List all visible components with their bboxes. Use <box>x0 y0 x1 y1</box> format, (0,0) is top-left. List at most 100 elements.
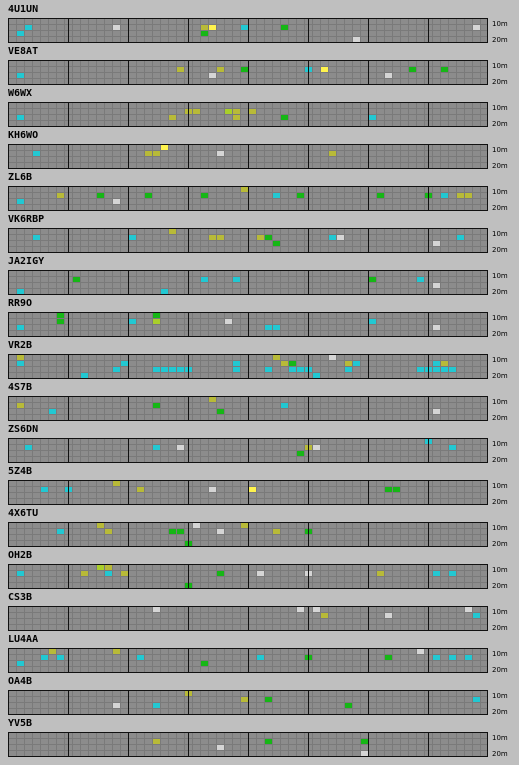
signal-cell <box>217 151 224 156</box>
signal-cell <box>441 361 448 366</box>
signal-cell <box>129 235 136 240</box>
band-label-10m: 10m <box>492 104 508 112</box>
signal-cell <box>241 67 248 72</box>
grid-border <box>8 690 488 715</box>
station-block: RR9O 10m 20m <box>0 298 519 340</box>
signal-cell <box>113 649 120 654</box>
signal-cell <box>161 289 168 294</box>
propagation-grid <box>8 690 488 715</box>
signal-cell <box>433 655 440 660</box>
band-label-20m: 20m <box>492 330 508 338</box>
signal-cell <box>313 373 320 378</box>
band-label-10m: 10m <box>492 356 508 364</box>
propagation-grid-svg <box>8 396 488 421</box>
signal-cell <box>41 655 48 660</box>
propagation-grid <box>8 102 488 127</box>
signal-cell <box>297 607 304 612</box>
signal-cell <box>17 289 24 294</box>
signal-cell <box>17 115 24 120</box>
signal-cell <box>417 277 424 282</box>
signal-cell <box>17 31 24 36</box>
station-callsign: VR2B <box>8 340 33 351</box>
propagation-grid-svg <box>8 354 488 379</box>
propagation-grid <box>8 396 488 421</box>
signal-cell <box>337 235 344 240</box>
grid-border <box>8 102 488 127</box>
signal-cell <box>209 235 216 240</box>
band-label-10m: 10m <box>492 692 508 700</box>
band-label-20m: 20m <box>492 120 508 128</box>
band-label-10m: 10m <box>492 230 508 238</box>
band-label-10m: 10m <box>492 146 508 154</box>
signal-cell <box>473 613 480 618</box>
signal-cell <box>265 235 272 240</box>
signal-cell <box>377 193 384 198</box>
signal-cell <box>33 235 40 240</box>
signal-cell <box>449 571 456 576</box>
band-label-20m: 20m <box>492 246 508 254</box>
propagation-grid-svg <box>8 732 488 757</box>
signal-cell <box>345 703 352 708</box>
station-block: 4U1UN 10m 20m <box>0 4 519 46</box>
signal-cell <box>273 355 280 360</box>
band-label-10m: 10m <box>492 524 508 532</box>
signal-cell <box>465 655 472 660</box>
station-block: VK6RBP 10m 20m <box>0 214 519 256</box>
band-label-10m: 10m <box>492 272 508 280</box>
signal-cell <box>265 325 272 330</box>
signal-cell <box>449 445 456 450</box>
signal-cell <box>153 367 160 372</box>
signal-cell <box>201 25 208 30</box>
band-label-10m: 10m <box>492 314 508 322</box>
signal-cell <box>209 487 216 492</box>
signal-cell <box>281 361 288 366</box>
signal-cell <box>273 241 280 246</box>
signal-cell <box>393 487 400 492</box>
band-label-20m: 20m <box>492 750 508 758</box>
signal-cell <box>233 361 240 366</box>
grid-border <box>8 18 488 43</box>
propagation-grid-svg <box>8 438 488 463</box>
signal-cell <box>17 325 24 330</box>
signal-cell <box>17 199 24 204</box>
station-callsign: W6WX <box>8 88 33 99</box>
signal-cell <box>249 487 256 492</box>
signal-cell <box>457 193 464 198</box>
propagation-grid-svg <box>8 144 488 169</box>
signal-cell <box>17 403 24 408</box>
signal-cell <box>313 445 320 450</box>
station-callsign: OA4B <box>8 676 33 687</box>
grid-border <box>8 144 488 169</box>
propagation-grid <box>8 60 488 85</box>
signal-cell <box>433 361 440 366</box>
propagation-grid-svg <box>8 522 488 547</box>
signal-cell <box>17 73 24 78</box>
signal-cell <box>105 529 112 534</box>
propagation-grid <box>8 438 488 463</box>
grid-border <box>8 396 488 421</box>
signal-cell <box>17 571 24 576</box>
grid-border <box>8 270 488 295</box>
signal-cell <box>81 571 88 576</box>
signal-cell <box>57 319 64 324</box>
signal-cell <box>121 361 128 366</box>
signal-cell <box>193 523 200 528</box>
grid-border <box>8 480 488 505</box>
signal-cell <box>233 115 240 120</box>
signal-cell <box>17 661 24 666</box>
signal-cell <box>209 73 216 78</box>
propagation-grid-svg <box>8 18 488 43</box>
signal-cell <box>329 355 336 360</box>
station-callsign: JA2IGY <box>8 256 45 267</box>
propagation-grid-svg <box>8 60 488 85</box>
grid-border <box>8 564 488 589</box>
grid-border <box>8 228 488 253</box>
band-label-10m: 10m <box>492 566 508 574</box>
station-block: VR2B 10m 20m <box>0 340 519 382</box>
signal-cell <box>153 151 160 156</box>
station-callsign: RR9O <box>8 298 33 309</box>
signal-cell <box>17 361 24 366</box>
signal-cell <box>361 739 368 744</box>
propagation-grid <box>8 648 488 673</box>
